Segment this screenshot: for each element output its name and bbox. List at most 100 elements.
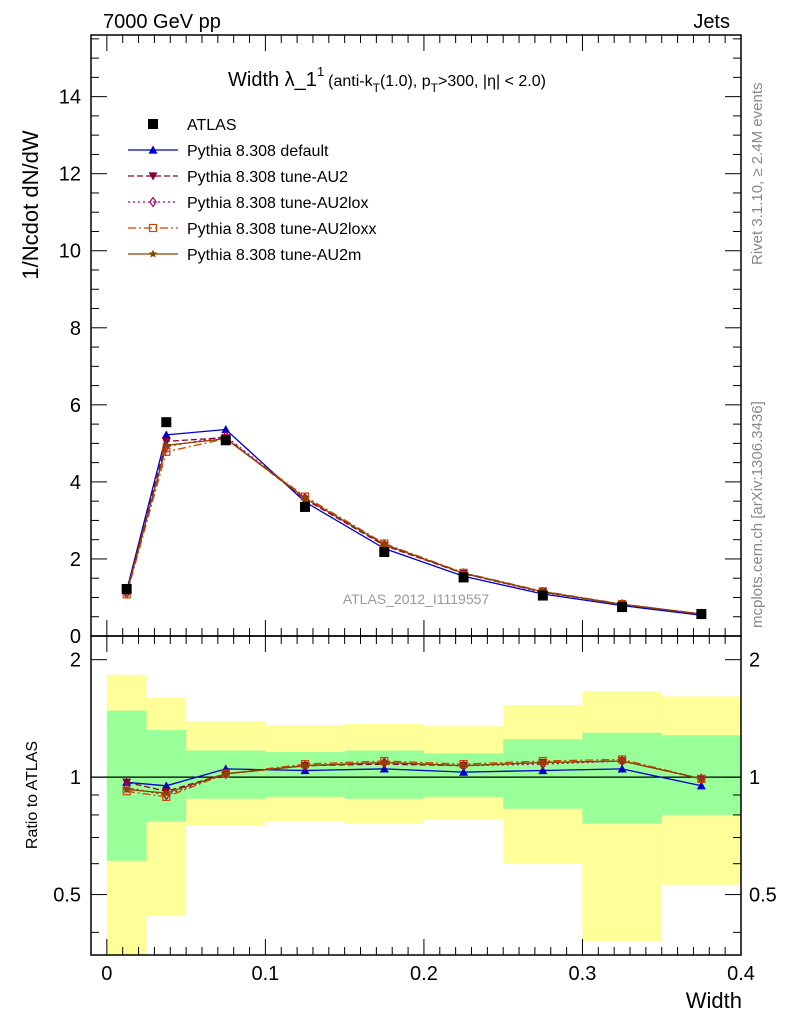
series-point-default [221, 425, 231, 434]
ratio-y-axis-title: Ratio to ATLAS [24, 741, 41, 849]
ratio-y-tick-label-left: 2 [70, 650, 81, 672]
main-y-tick-label: 4 [70, 472, 81, 494]
data-point [537, 590, 548, 601]
x-axis-title: Width [686, 988, 742, 1013]
legend-entry-data: ATLAS [148, 117, 237, 134]
header-right-label: Jets [693, 11, 730, 33]
ratio-point-default [617, 764, 627, 773]
ratio-point-default [161, 781, 171, 790]
ratio-y-tick-label-left: 0.5 [53, 885, 81, 907]
plot-title-sup: 1 [317, 64, 324, 79]
series-point-au2m [162, 440, 171, 449]
data-point [300, 501, 311, 512]
series-data [121, 417, 707, 620]
ratio-y-tick-label-right: 2 [749, 650, 760, 672]
ratio-plot-frame [90, 635, 742, 956]
main-y-ticks: 0 2 4 6 8 10 12 14 [59, 38, 741, 648]
main-y-tick-label: 12 [59, 164, 81, 186]
main-y-tick-label: 0 [70, 626, 81, 648]
x-tick-label: 0.3 [569, 963, 597, 985]
ratio-y-ticks: 0.5 0.5 1 1 2 2 [53, 650, 777, 933]
header-left-label: 7000 GeV pp [103, 11, 221, 33]
ratio-point-au2m [459, 761, 468, 770]
analysis-watermark: ATLAS_2012_I1119557 [343, 591, 490, 607]
series-line-au2 [126, 436, 702, 615]
main-y-tick-label: 6 [70, 395, 81, 417]
ratio-band-inner [265, 751, 345, 797]
main-y-tick-label: 8 [70, 318, 81, 340]
ratio-point-au2m [162, 788, 171, 797]
x-tick-label: 0.4 [727, 963, 755, 985]
series-point-au2loxx [162, 447, 171, 456]
legend-marker-au2m [148, 249, 158, 258]
data-point [121, 583, 132, 594]
legend-entry-default: Pythia 8.308 default [128, 143, 329, 160]
data-point [220, 435, 231, 446]
ratio-line-au2lox [126, 760, 702, 796]
series-line-default [126, 428, 702, 616]
mcplots-label: mcplots.cern.ch [arXiv:1306.3436] [749, 401, 766, 628]
data-point [458, 572, 469, 583]
data-point [617, 602, 628, 613]
ratio-series-au2m [122, 756, 706, 797]
plot-title-detail-pre: (anti-k [328, 73, 373, 90]
legend-marker-au2loxx [148, 223, 158, 233]
plot-title-main: Width λ_1 [228, 69, 317, 91]
main-y-tick-label: 2 [70, 549, 81, 571]
ratio-y-tick-label-right: 1 [749, 767, 760, 789]
legend: ATLAS Pythia 8.308 default Pythia 8.308 tu… [128, 117, 376, 264]
legend-label-au2: Pythia 8.308 tune-AU2 [187, 169, 348, 186]
main-plot-area: 0 2 4 6 8 10 12 14 [59, 34, 742, 648]
x-tick-label: 0.2 [410, 963, 438, 985]
ratio-point-au2m [617, 756, 627, 765]
ratio-point-au2m [538, 758, 548, 767]
data-point [379, 547, 390, 558]
ratio-band-inner [582, 732, 662, 824]
plot-title: Width λ_11(anti-kT(1.0), pT>300, |η| < 2… [228, 64, 546, 95]
series-point-au2m [300, 493, 310, 502]
plot-title-detail-mid: (1.0), p [380, 73, 431, 90]
legend-label-data: ATLAS [187, 117, 237, 134]
ratio-band-inner [146, 730, 187, 822]
series-line-au2lox [126, 435, 702, 615]
legend-entry-au2: Pythia 8.308 tune-AU2 [128, 169, 348, 186]
ratio-y-tick-label-right: 0.5 [749, 885, 777, 907]
main-y-tick-label: 10 [59, 241, 81, 263]
legend-entry-au2m: Pythia 8.308 tune-AU2m [128, 247, 361, 264]
ratio-plot-area: 0 0.1 0.2 0.3 0.40.5 0.51 12 2 [53, 35, 777, 985]
ratio-point-default [459, 767, 469, 776]
ratio-point-au2m [221, 769, 230, 778]
legend-label-au2m: Pythia 8.308 tune-AU2m [187, 247, 361, 264]
ratio-point-au2lox [122, 782, 131, 794]
plot-title-sub2: T [431, 81, 439, 95]
legend-marker-default [148, 145, 158, 154]
legend-label-default: Pythia 8.308 default [187, 143, 329, 160]
legend-marker-data [148, 119, 158, 129]
series-default [122, 425, 706, 619]
main-y-tick-label: 14 [59, 87, 81, 109]
ratio-y-tick-label-left: 1 [70, 767, 81, 789]
legend-marker-au2lox [149, 196, 157, 208]
ratio-point-default [538, 765, 548, 775]
data-point [696, 609, 707, 620]
plot-title-detail-post: >300, |η| < 2.0) [438, 73, 546, 90]
series-point-au2m [380, 539, 389, 548]
legend-label-au2lox: Pythia 8.308 tune-AU2lox [187, 195, 368, 212]
rivet-version-label: Rivet 3.1.10, ≥ 2.4M events [749, 83, 766, 266]
plot-title-sub1: T [373, 81, 381, 95]
ratio-point-au2m [122, 784, 131, 794]
x-ticks: 0 0.1 0.2 0.3 0.4 [101, 35, 755, 985]
legend-marker-au2 [148, 172, 158, 181]
ratio-point-au2m [380, 758, 389, 767]
ratio-point-default [696, 781, 706, 790]
legend-entry-au2loxx: Pythia 8.308 tune-AU2loxx [128, 221, 376, 238]
x-tick-label: 0.1 [251, 963, 279, 985]
data-point [161, 417, 172, 428]
legend-label-au2loxx: Pythia 8.308 tune-AU2loxx [187, 221, 376, 238]
series-line-au2loxx [126, 438, 702, 615]
series-point-default [161, 430, 171, 439]
main-y-axis-title: 1/Ncdot dN/dW [18, 130, 43, 279]
series-line-au2m [126, 438, 702, 615]
